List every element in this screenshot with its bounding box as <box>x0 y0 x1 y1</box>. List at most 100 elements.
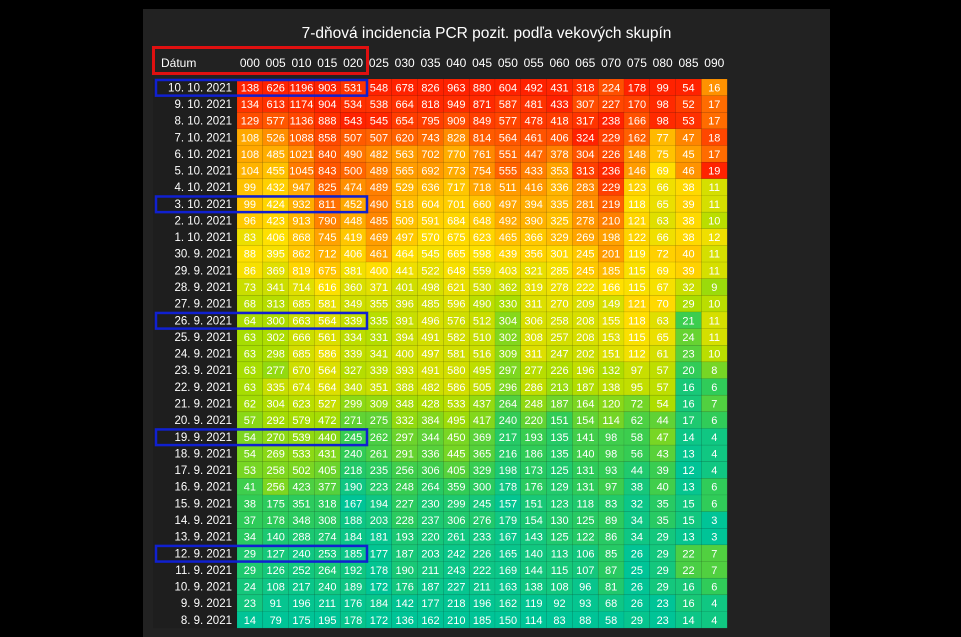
cell-value-label: 369 <box>267 265 285 277</box>
cell-value-label: 286 <box>525 382 543 394</box>
cell-value-label: 949 <box>447 99 465 111</box>
cell-value-label: 93 <box>605 465 617 477</box>
cell-value-label: 391 <box>396 315 414 327</box>
cell-value-label: 428 <box>421 399 439 411</box>
cell-value-label: 623 <box>292 399 310 411</box>
cell-value-label: 400 <box>370 265 388 277</box>
heatmap-cell <box>701 444 728 462</box>
cell-value-label: 563 <box>396 149 414 161</box>
cell-value-label: 135 <box>550 448 568 460</box>
cell-value-label: 1136 <box>290 116 314 128</box>
cell-value-label: 529 <box>396 182 414 194</box>
cell-value-label: 309 <box>499 349 517 361</box>
cell-value-label: 16 <box>682 399 694 411</box>
cell-value-label: 16 <box>682 382 694 394</box>
cell-value-label: 56 <box>631 448 643 460</box>
cell-value-label: 233 <box>473 532 491 544</box>
cell-value-label: 23 <box>657 598 669 610</box>
row-date-label: 23. 9. 2021 <box>174 365 232 377</box>
cell-value-label: 623 <box>473 232 491 244</box>
heatmap-cell <box>443 444 470 462</box>
cell-value-label: 325 <box>550 215 568 227</box>
cell-value-label: 248 <box>396 482 414 494</box>
cell-value-label: 7 <box>711 548 717 560</box>
cell-value-label: 648 <box>473 215 491 227</box>
cell-value-label: 178 <box>628 82 646 94</box>
cell-value-label: 98 <box>657 99 669 111</box>
cell-value-label: 115 <box>628 332 646 344</box>
cell-value-label: 123 <box>628 182 646 194</box>
column-header-065: 065 <box>575 56 595 70</box>
heatmap-cell <box>391 311 418 329</box>
cell-value-label: 6 <box>711 482 717 494</box>
cell-value-label: 240 <box>292 548 310 560</box>
cell-value-label: 99 <box>657 82 669 94</box>
heatmap-cell <box>391 611 418 629</box>
cell-value-label: 154 <box>525 515 543 527</box>
cell-value-label: 311 <box>525 349 543 361</box>
row-date-label: 15. 9. 2021 <box>174 498 232 510</box>
column-header-070: 070 <box>601 56 621 70</box>
cell-value-label: 489 <box>370 182 388 194</box>
cell-value-label: 184 <box>344 532 362 544</box>
row-date-label: 4. 10. 2021 <box>174 182 232 194</box>
cell-value-label: 242 <box>447 548 465 560</box>
cell-value-label: 395 <box>267 249 285 261</box>
cell-value-label: 154 <box>576 415 594 427</box>
cell-value-label: 11 <box>709 249 720 261</box>
cell-value-label: 218 <box>344 465 362 477</box>
cell-value-label: 461 <box>525 132 543 144</box>
cell-value-label: 177 <box>421 598 439 610</box>
cell-value-label: 570 <box>421 232 439 244</box>
row-highlight-box <box>154 78 369 97</box>
cell-value-label: 216 <box>499 448 517 460</box>
cell-value-label: 6 <box>711 415 717 427</box>
cell-value-label: 271 <box>344 415 362 427</box>
cell-value-label: 129 <box>550 482 568 494</box>
cell-value-label: 122 <box>576 532 594 544</box>
cell-value-label: 11 <box>709 199 720 211</box>
heatmap-cell <box>546 611 573 629</box>
column-header-080: 080 <box>653 56 673 70</box>
cell-value-label: 356 <box>525 249 543 261</box>
cell-value-label: 401 <box>396 282 414 294</box>
cell-value-label: 247 <box>550 349 568 361</box>
cell-value-label: 89 <box>605 515 617 527</box>
cell-value-label: 220 <box>525 415 543 427</box>
cell-value-label: 39 <box>682 265 694 277</box>
cell-value-label: 53 <box>682 116 694 128</box>
cell-value-label: 39 <box>682 199 694 211</box>
cell-value-label: 564 <box>499 132 517 144</box>
cell-value-label: 526 <box>267 132 285 144</box>
cell-value-label: 88 <box>579 615 591 627</box>
cell-value-label: 68 <box>605 598 617 610</box>
cell-value-label: 300 <box>267 315 285 327</box>
cell-value-label: 256 <box>267 482 285 494</box>
cell-value-label: 423 <box>292 482 310 494</box>
cell-value-label: 6 <box>711 382 717 394</box>
cell-value-label: 580 <box>447 365 465 377</box>
cell-value-label: 258 <box>267 465 285 477</box>
cell-value-label: 543 <box>344 116 362 128</box>
row-date-label: 10. 10. 2021 <box>168 82 232 94</box>
cell-value-label: 211 <box>422 565 440 577</box>
heatmap-cell <box>262 378 289 396</box>
cell-value-label: 868 <box>292 232 310 244</box>
cell-value-label: 565 <box>396 166 414 178</box>
cell-value-label: 455 <box>267 166 285 178</box>
cell-value-label: 98 <box>605 448 617 460</box>
cell-value-label: 53 <box>244 465 256 477</box>
cell-value-label: 16 <box>708 82 720 94</box>
cell-value-label: 331 <box>370 332 388 344</box>
cell-value-label: 166 <box>602 282 620 294</box>
cell-value-label: 277 <box>267 365 285 377</box>
cell-value-label: 16 <box>682 598 694 610</box>
cell-value-label: 291 <box>396 448 414 460</box>
cell-value-label: 527 <box>318 399 336 411</box>
cell-value-label: 745 <box>318 232 336 244</box>
cell-value-label: 166 <box>628 116 646 128</box>
cell-value-label: 40 <box>657 482 669 494</box>
cell-value-label: 144 <box>525 565 543 577</box>
cell-value-label: 353 <box>550 166 568 178</box>
cell-value-label: 819 <box>292 265 310 277</box>
